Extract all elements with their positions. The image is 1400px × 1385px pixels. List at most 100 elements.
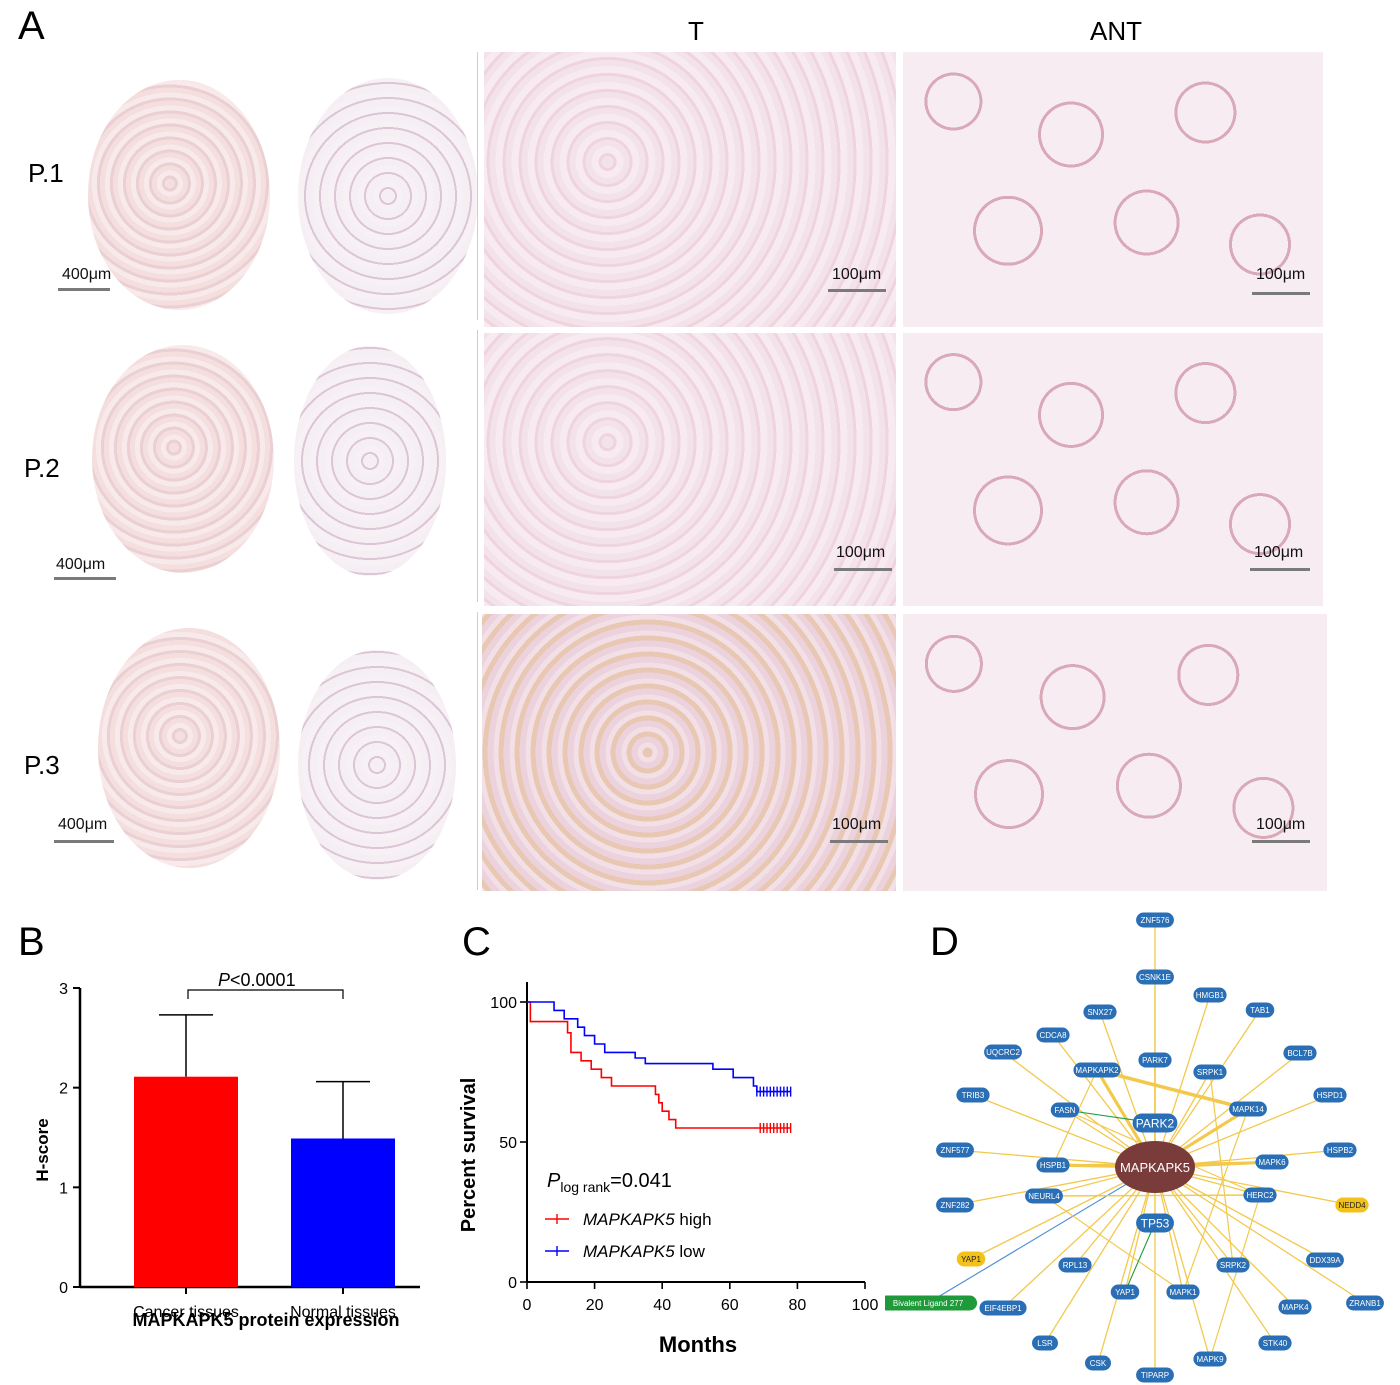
network-node-znf577 xyxy=(936,1142,974,1158)
scale-label-ant-p3: 100μm xyxy=(1256,816,1306,833)
network-node-mapk9-label: MAPK9 xyxy=(1196,1355,1224,1364)
x-axis-label-expression: MAPKAPK5 protein expression xyxy=(132,1310,399,1330)
network-node-park2 xyxy=(1132,1113,1178,1133)
edge xyxy=(1052,1069,1098,1166)
edge xyxy=(1154,1166,1366,1304)
edge xyxy=(1096,1068,1249,1111)
network-node-mapk1-label: MAPK1 xyxy=(1169,1288,1197,1297)
edge xyxy=(1209,1194,1261,1360)
y-tick-label: 1 xyxy=(59,1180,68,1197)
x-tick-label: 20 xyxy=(586,1297,604,1314)
column-header-ant: ANT xyxy=(1090,16,1142,46)
tma-core-normal-p3 xyxy=(298,650,456,880)
network-node-znf282-label: ZNF282 xyxy=(941,1201,970,1210)
edge xyxy=(1154,1166,1276,1344)
network-node-park7 xyxy=(1138,1052,1172,1068)
survival-curves xyxy=(527,1001,792,1133)
network-node-tiparp xyxy=(1136,1367,1174,1383)
network-node-nedd4 xyxy=(1335,1197,1369,1213)
network-node-csnk1e xyxy=(1136,969,1174,985)
network-node-tp53 xyxy=(1136,1213,1174,1233)
network-node-tab1-label: TAB1 xyxy=(1250,1006,1270,1015)
network-node-yap1-label: YAP1 xyxy=(1115,1288,1135,1297)
network-node-srpk1 xyxy=(1193,1064,1227,1080)
network-node-park2-label: PARK2 xyxy=(1136,1116,1175,1130)
survival-curve-high xyxy=(527,1001,791,1129)
network-node-mapkapk2 xyxy=(1073,1062,1121,1078)
column-header-t: T xyxy=(688,16,704,46)
row-label-p1: P.1 xyxy=(28,158,64,188)
scale-bar-ant-p2 xyxy=(1250,568,1310,571)
x-tick-label: 0 xyxy=(523,1297,532,1314)
network-node-mapk1 xyxy=(1166,1284,1200,1300)
network-node-mapkapk5-label: MAPKAPK5 xyxy=(1120,1160,1190,1175)
y-axis-label-hscore: H-score xyxy=(33,1118,52,1181)
ihc-image-tumor-p3 xyxy=(482,614,896,891)
network-node-trib3 xyxy=(956,1087,990,1103)
legend-label-low: MAPKAPK5 low xyxy=(583,1242,706,1261)
network-node-fasn xyxy=(1050,1102,1080,1118)
network-node-csnk1e-label: CSNK1E xyxy=(1139,973,1171,982)
network-node-mapk14-label: MAPK14 xyxy=(1232,1105,1264,1114)
network-node-znf282 xyxy=(936,1197,974,1213)
ihc-image-tumor-p1 xyxy=(484,52,896,327)
tma-core-normal-p1 xyxy=(298,78,478,314)
edge xyxy=(1124,1222,1156,1293)
network-node-mapkapk2-label: MAPKAPK2 xyxy=(1075,1066,1119,1075)
panel-label-d: D xyxy=(930,920,959,964)
y-tick-label: 0 xyxy=(59,1280,68,1297)
network-node-uqcrc2 xyxy=(984,1044,1022,1060)
x-tick-label: 80 xyxy=(789,1297,807,1314)
scale-label-tumor-p1: 100μm xyxy=(832,266,882,283)
network-node-nedd4-label: NEDD4 xyxy=(1338,1201,1366,1210)
network-node-hspb1 xyxy=(1036,1157,1070,1173)
network-node-ddx39a-label: DDX39A xyxy=(1309,1256,1341,1265)
survival-axes: 0 50 100 0 20 40 60 80 100 xyxy=(490,982,878,1314)
network-node-csk xyxy=(1085,1355,1111,1371)
y-tick-label: 50 xyxy=(499,1135,517,1152)
network-node-rpl13-label: RPL13 xyxy=(1063,1261,1088,1270)
network-node-fasn-label: FASN xyxy=(1055,1106,1076,1115)
y-tick-label: 100 xyxy=(490,995,517,1012)
bar-chart-bars xyxy=(134,1014,395,1287)
scale-label-core-p1: 400μm xyxy=(62,266,112,283)
scale-label-ant-p1: 100μm xyxy=(1256,266,1306,283)
y-tick-label: 3 xyxy=(59,981,68,998)
row-label-p3: P.3 xyxy=(24,750,60,780)
network-node-cdca8-label: CDCA8 xyxy=(1039,1031,1067,1040)
x-tick-label: Cancer tissues xyxy=(133,1304,239,1321)
network-node-srpk2-label: SRPK2 xyxy=(1220,1261,1247,1270)
x-tick-label: 60 xyxy=(721,1297,739,1314)
legend-label-high: MAPKAPK5 high xyxy=(583,1210,712,1229)
network-node-rpl13 xyxy=(1058,1257,1092,1273)
edge xyxy=(1209,1071,1234,1266)
edge xyxy=(1154,1166,1296,1308)
scale-bar-tumor-p2 xyxy=(834,568,892,571)
ihc-image-ant-p1 xyxy=(903,52,1323,327)
network-node-bcl7b-label: BCL7B xyxy=(1287,1049,1312,1058)
network-edges xyxy=(927,920,1366,1375)
network-node-tiparp-label: TIPARP xyxy=(1141,1371,1169,1380)
scale-bar-tumor-p3 xyxy=(830,840,888,843)
ihc-image-ant-p2 xyxy=(903,333,1323,606)
edge xyxy=(1154,1009,1261,1168)
p-value-annotation: P<0.0001 xyxy=(218,970,296,990)
network-node-mapk6 xyxy=(1255,1154,1289,1170)
edge xyxy=(927,1166,1156,1304)
network-node-snx27 xyxy=(1083,1004,1117,1020)
network-node-park7-label: PARK7 xyxy=(1142,1056,1168,1065)
network-node-hspb2-label: HSPB2 xyxy=(1327,1146,1354,1155)
network-node-bivalent-ligand-277-label: Bivalent Ligand 277 xyxy=(893,1299,964,1308)
panel-label-a: A xyxy=(18,4,45,48)
network-node-tab1 xyxy=(1245,1002,1275,1018)
survival-legend: MAPKAPK5 high MAPKAPK5 low xyxy=(545,1210,712,1261)
ihc-image-ant-p3 xyxy=(903,614,1327,891)
network-node-lsr xyxy=(1032,1335,1058,1351)
y-axis-label-percent-survival: Percent survival xyxy=(458,1078,480,1233)
network-node-hmgb1-label: HMGB1 xyxy=(1196,991,1225,1000)
network-node-hspb2 xyxy=(1323,1142,1357,1158)
network-node-stk40 xyxy=(1258,1335,1292,1351)
network-node-uqcrc2-label: UQCRC2 xyxy=(986,1048,1020,1057)
network-node-srpk1-label: SRPK1 xyxy=(1197,1068,1224,1077)
network-node-stk40-label: STK40 xyxy=(1263,1339,1288,1348)
